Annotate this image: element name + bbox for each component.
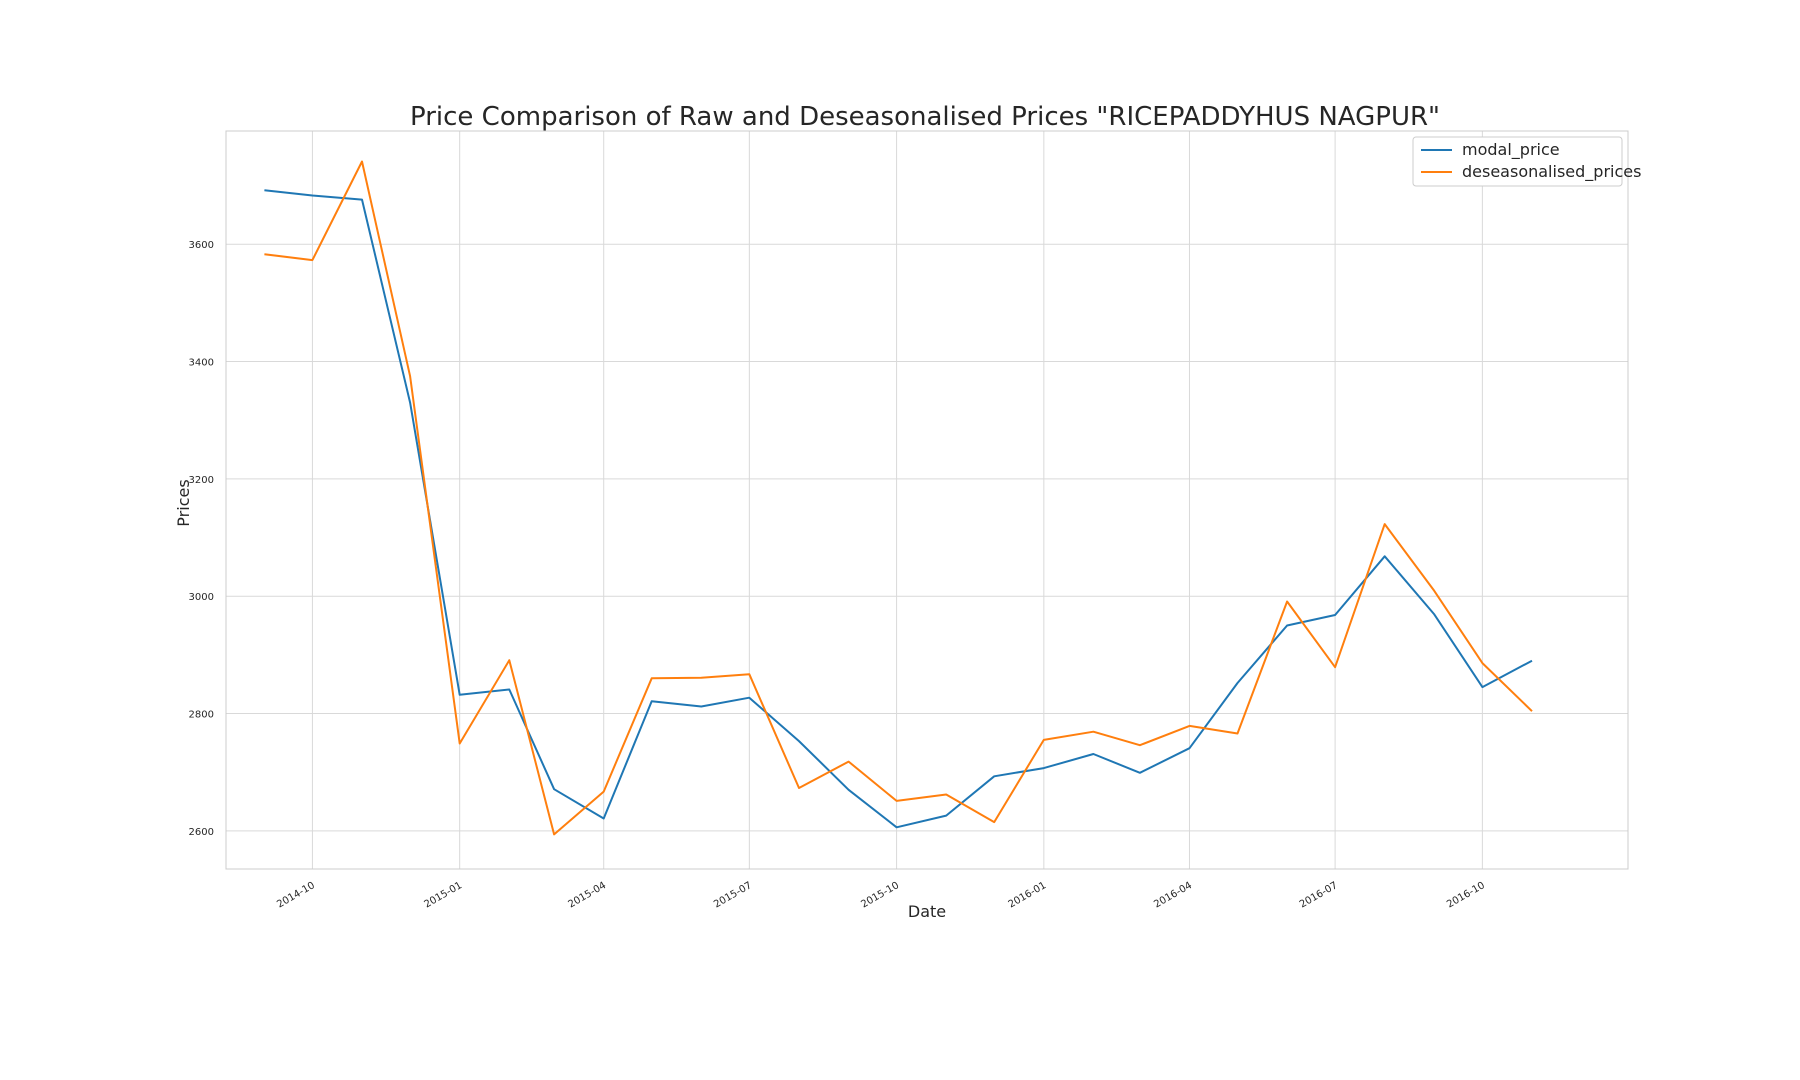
chart-title: Price Comparison of Raw and Deseasonalis… [410, 102, 1440, 132]
x-axis-label: Date [908, 902, 946, 921]
x-tick-label: 2015-04 [567, 880, 609, 910]
x-tick-label: 2014-10 [275, 880, 317, 910]
grid [226, 131, 1628, 869]
y-tick-label: 2600 [189, 827, 214, 838]
y-tick-label: 3200 [189, 475, 214, 486]
series [264, 160, 1533, 836]
x-tick-label: 2016-04 [1152, 880, 1194, 910]
legend-label-deseasonalised-prices: deseasonalised_prices [1462, 162, 1641, 182]
legend-label-modal-price: modal_price [1462, 140, 1560, 160]
plot-frame [225, 130, 1629, 870]
x-axis: 2014-10 2015-01 2015-04 2015-07 2015-10 2016-… [275, 880, 1487, 910]
x-tick-label: 2016-07 [1298, 880, 1340, 910]
y-tick-label: 3600 [189, 240, 214, 251]
y-tick-label: 2800 [189, 710, 214, 721]
series-line-modal-price [264, 189, 1533, 829]
y-tick-label: 3000 [189, 592, 214, 603]
x-tick-label: 2015-07 [712, 880, 754, 910]
y-tick-label: 3400 [189, 358, 214, 369]
x-tick-label: 2015-01 [422, 880, 464, 910]
x-tick-label: 2015-10 [859, 880, 901, 910]
legend: modal_price deseasonalised_prices [1412, 136, 1641, 187]
legend-box [1412, 136, 1623, 187]
series-line-deseasonalised-prices [264, 160, 1533, 836]
y-axis: 2600 2800 3000 3200 3400 3600 [189, 240, 214, 838]
y-axis-label: Prices [174, 479, 193, 526]
x-tick-label: 2016-01 [1007, 880, 1049, 910]
x-tick-label: 2016-10 [1445, 880, 1487, 910]
